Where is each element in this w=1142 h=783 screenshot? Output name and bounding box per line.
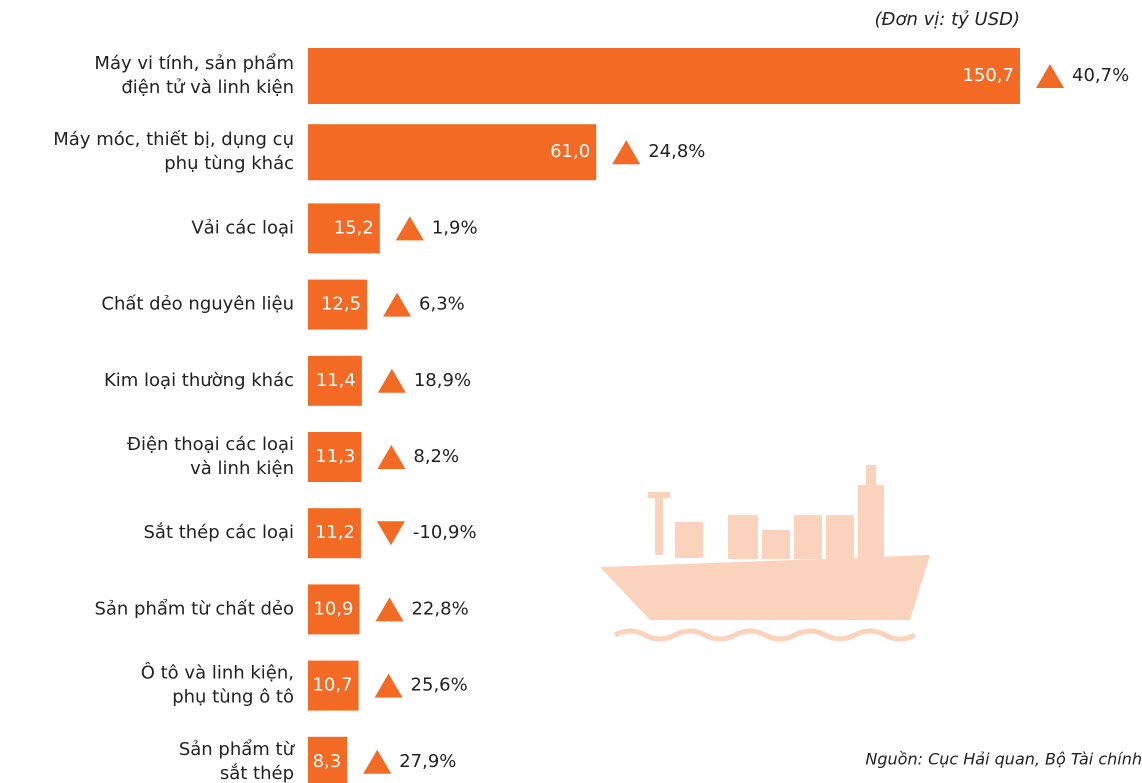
change-arrow	[395, 216, 424, 241]
bar	[308, 432, 362, 482]
change-label: 27,9%	[399, 751, 456, 772]
category-label: Sắt thép các loại	[143, 522, 294, 543]
change-arrow	[375, 597, 404, 622]
change-arrow	[612, 140, 641, 165]
change-arrow	[1036, 64, 1064, 88]
change-arrow	[383, 292, 412, 317]
bar	[308, 48, 1020, 104]
bar	[308, 279, 368, 330]
category-label: điện tử và linh kiện	[121, 77, 294, 98]
category-label: phụ tùng ô tô	[172, 687, 294, 708]
category-label: phụ tùng khác	[164, 153, 294, 174]
change-arrow	[363, 749, 392, 774]
change-arrow	[377, 445, 406, 469]
bar	[308, 203, 380, 254]
category-label: Máy móc, thiết bị, dụng cụ	[53, 129, 294, 150]
value-label: 11,3	[315, 446, 355, 467]
change-label: 25,6%	[411, 675, 468, 696]
value-label: 10,7	[312, 675, 352, 696]
value-label: 11,4	[316, 370, 356, 391]
value-label: 61,0	[550, 141, 590, 162]
category-label: Máy vi tính, sản phẩm	[94, 53, 294, 74]
bar	[308, 124, 597, 181]
value-label: 10,9	[313, 598, 353, 619]
value-label: 150,7	[962, 65, 1014, 86]
value-label: 11,2	[315, 522, 355, 543]
category-label: Điện thoại các loại	[127, 434, 294, 455]
change-label: 1,9%	[432, 217, 478, 238]
change-arrow	[376, 521, 405, 546]
bar	[308, 660, 359, 711]
category-label: sắt thép	[220, 763, 294, 783]
source-note: Nguồn: Cục Hải quan, Bộ Tài chính	[865, 750, 1142, 769]
change-label: 8,2%	[413, 446, 459, 467]
bar	[308, 508, 361, 559]
ship-illustration	[600, 465, 930, 642]
change-arrow	[377, 368, 406, 393]
category-label: Sản phẩm từ	[179, 739, 296, 760]
unit-note: (Đơn vị: tỷ USD)	[875, 9, 1020, 30]
change-label: 22,8%	[411, 598, 468, 619]
change-label: 6,3%	[419, 294, 465, 315]
bar	[308, 736, 348, 783]
change-label: 24,8%	[648, 141, 705, 162]
change-label: -10,9%	[413, 522, 477, 543]
change-arrow	[374, 673, 403, 698]
category-label: Chất dẻo nguyên liệu	[101, 294, 294, 315]
bar	[308, 584, 360, 635]
change-label: 40,7%	[1072, 65, 1129, 86]
change-label: 18,9%	[414, 370, 471, 391]
category-label: và linh kiện	[190, 458, 294, 479]
value-label: 12,5	[321, 294, 361, 315]
bar	[308, 355, 362, 406]
value-label: 8,3	[313, 751, 342, 772]
category-label: Kim loại thường khác	[104, 370, 294, 391]
category-label: Ô tô và linh kiện,	[141, 662, 294, 684]
value-label: 15,2	[334, 217, 374, 238]
category-label: Sản phẩm từ chất dẻo	[94, 598, 294, 619]
category-label: Vải các loại	[191, 217, 294, 238]
